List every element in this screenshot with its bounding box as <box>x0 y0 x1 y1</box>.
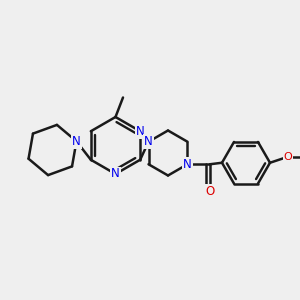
Text: N: N <box>183 158 192 171</box>
Text: N: N <box>72 135 81 148</box>
Text: N: N <box>136 125 145 138</box>
Text: O: O <box>206 185 214 198</box>
Text: N: N <box>144 135 153 148</box>
Text: O: O <box>284 152 292 162</box>
Text: N: N <box>111 167 120 181</box>
